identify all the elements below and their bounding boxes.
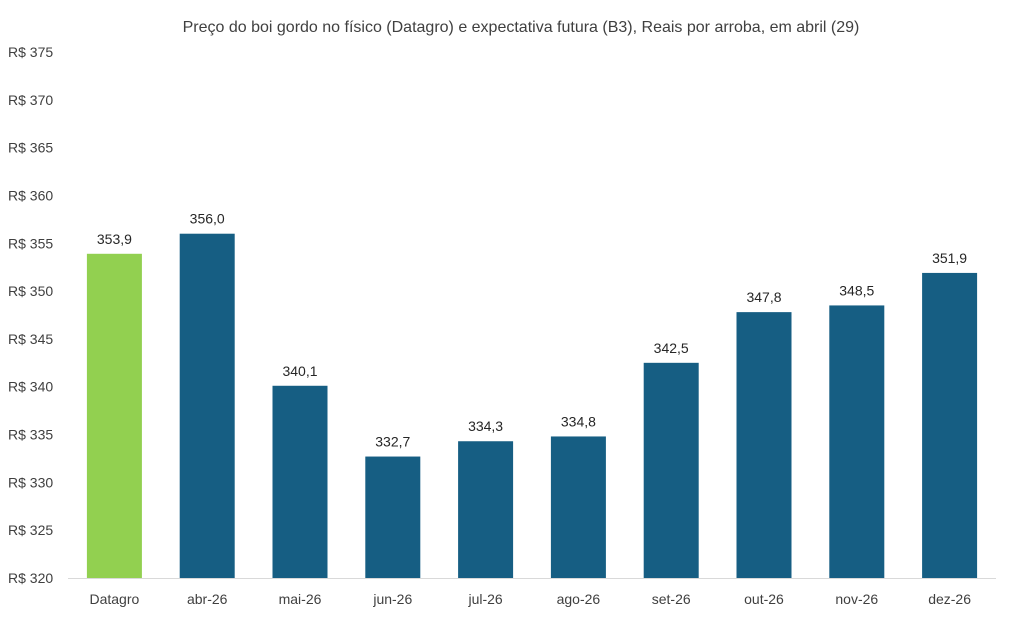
y-tick-label: R$ 340 (8, 379, 53, 395)
y-tick-label: R$ 355 (8, 235, 53, 251)
bar-out-26 (736, 312, 792, 578)
data-label-dez-26: 351,9 (932, 250, 967, 266)
data-label-nov-26: 348,5 (839, 282, 874, 298)
y-tick-label: R$ 335 (8, 427, 53, 443)
bar-jun-26 (365, 456, 421, 578)
bar-ago-26 (550, 436, 606, 578)
y-tick-label: R$ 370 (8, 92, 53, 108)
bar-dez-26 (922, 272, 978, 578)
x-tick-label: dez-26 (928, 591, 971, 607)
bar-mai-26 (272, 385, 328, 578)
x-tick-label: nov-26 (835, 591, 878, 607)
y-tick-label: R$ 350 (8, 283, 53, 299)
bar-abr-26 (179, 233, 235, 578)
x-tick-label: set-26 (652, 591, 691, 607)
x-tick-label: ago-26 (557, 591, 601, 607)
x-tick-label: Datagro (89, 591, 139, 607)
y-tick-label: R$ 360 (8, 187, 53, 203)
y-tick-label: R$ 330 (8, 474, 53, 490)
bar-jul-26 (458, 441, 514, 578)
x-tick-label: jul-26 (467, 591, 502, 607)
bar-nov-26 (829, 305, 885, 578)
y-tick-label: R$ 365 (8, 140, 53, 156)
y-tick-label: R$ 345 (8, 331, 53, 347)
y-axis: R$ 320 R$ 325 R$ 330 R$ 335 R$ 340 R$ 345 R$ 3… (8, 44, 53, 586)
x-tick-label: out-26 (744, 591, 784, 607)
data-label-jun-26: 332,7 (375, 434, 410, 450)
chart-title: Preço do boi gordo no físico (Datagro) e… (183, 19, 860, 36)
data-label-mai-26: 340,1 (282, 363, 317, 379)
y-tick-label: R$ 325 (8, 522, 53, 538)
y-tick-label: R$ 375 (8, 44, 53, 60)
x-tick-label: abr-26 (187, 591, 228, 607)
y-tick-label: R$ 320 (8, 570, 53, 586)
data-label-out-26: 347,8 (746, 289, 781, 305)
bar-set-26 (643, 362, 699, 578)
data-label-ago-26: 334,8 (561, 413, 596, 429)
bar-datagro (86, 253, 142, 578)
data-label-abr-26: 356,0 (190, 211, 225, 227)
x-tick-label: mai-26 (279, 591, 322, 607)
x-tick-label: jun-26 (372, 591, 412, 607)
data-labels-group: 353,9 356,0 340,1 332,7 334,3 334,8 342,5 347,8… (97, 211, 967, 450)
data-label-jul-26: 334,3 (468, 418, 503, 434)
data-label-datagro: 353,9 (97, 231, 132, 247)
data-label-set-26: 342,5 (654, 340, 689, 356)
x-axis: Datagro abr-26 mai-26 jun-26 jul-26 ago-26 set… (68, 578, 996, 607)
bars-group (86, 233, 978, 578)
